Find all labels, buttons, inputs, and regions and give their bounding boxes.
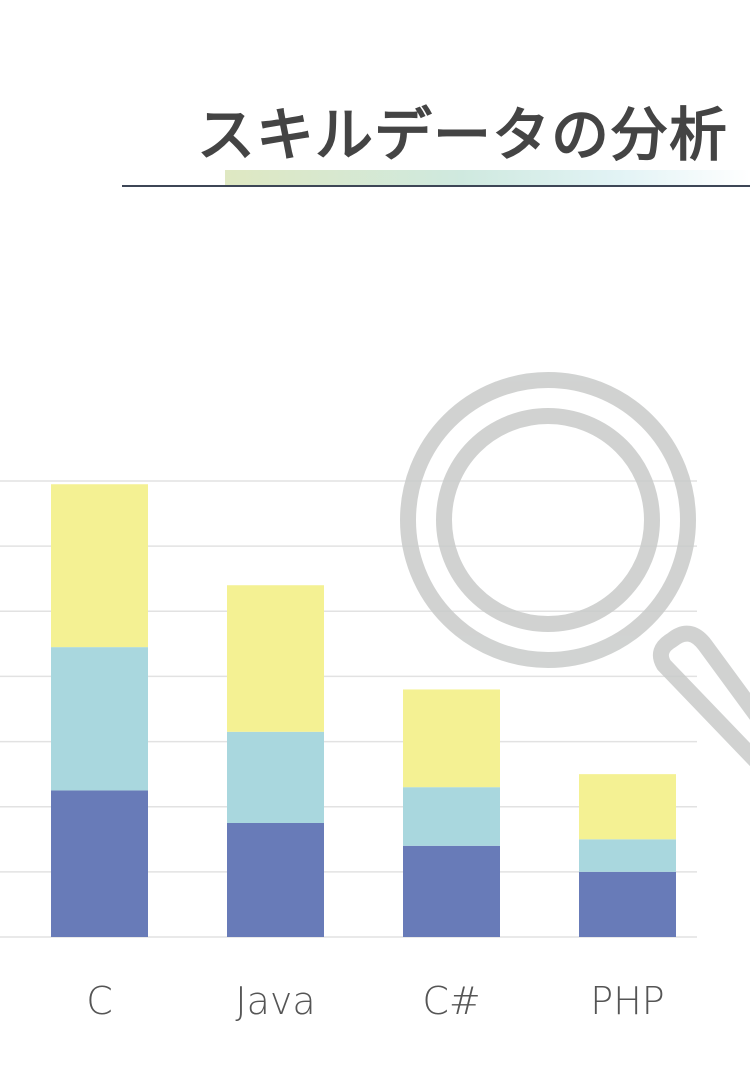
bars	[51, 484, 676, 937]
bar-segment-C#-2	[403, 689, 500, 788]
bar-segment-PHP-0	[579, 871, 676, 937]
x-tick-label: Java	[235, 979, 315, 1023]
bar-segment-C-1	[51, 647, 148, 791]
bar-segment-PHP-1	[579, 839, 676, 872]
x-tick-label: C#	[422, 979, 480, 1023]
bar-segment-C-2	[51, 484, 148, 648]
magnifier-icon	[400, 372, 750, 767]
bar-segment-C-0	[51, 790, 148, 937]
x-axis-labels: C Java C# PHP	[86, 979, 664, 1023]
bar-segment-C#-1	[403, 787, 500, 846]
x-tick-label: PHP	[590, 979, 664, 1023]
bar-segment-C#-0	[403, 845, 500, 937]
title-underline	[122, 185, 750, 187]
bar-segment-Java-0	[227, 823, 324, 937]
x-tick-label: C	[86, 979, 113, 1023]
page-title: スキルデータの分析	[196, 101, 728, 169]
bar-segment-Java-2	[227, 585, 324, 732]
bar-segment-Java-1	[227, 731, 324, 823]
title-gradient-band	[225, 170, 750, 186]
bar-segment-PHP-2	[579, 774, 676, 840]
